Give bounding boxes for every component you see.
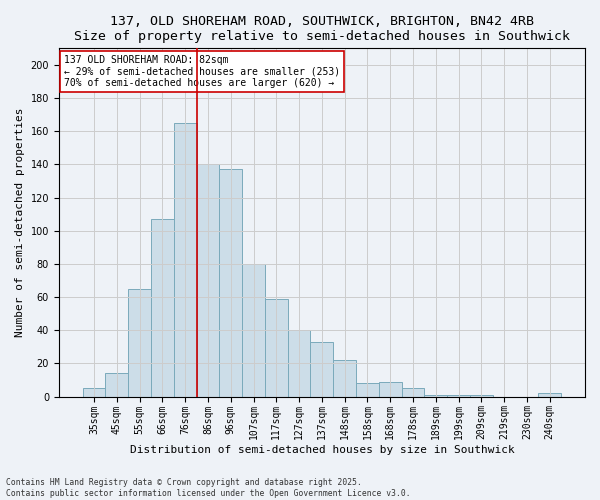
Bar: [288, 330, 310, 396]
Text: 137 OLD SHOREHAM ROAD: 82sqm
← 29% of semi-detached houses are smaller (253)
70%: 137 OLD SHOREHAM ROAD: 82sqm ← 29% of se…: [64, 56, 340, 88]
Bar: [470, 395, 493, 396]
Bar: [197, 164, 220, 396]
Bar: [242, 264, 265, 396]
Bar: [128, 289, 151, 397]
Bar: [220, 170, 242, 396]
Bar: [83, 388, 106, 396]
Bar: [265, 298, 288, 396]
Bar: [310, 342, 333, 396]
Bar: [538, 393, 561, 396]
Bar: [151, 219, 174, 396]
Bar: [379, 382, 401, 396]
X-axis label: Distribution of semi-detached houses by size in Southwick: Distribution of semi-detached houses by …: [130, 445, 514, 455]
Bar: [174, 123, 197, 396]
Text: Contains HM Land Registry data © Crown copyright and database right 2025.
Contai: Contains HM Land Registry data © Crown c…: [6, 478, 410, 498]
Bar: [447, 395, 470, 396]
Y-axis label: Number of semi-detached properties: Number of semi-detached properties: [15, 108, 25, 337]
Bar: [401, 388, 424, 396]
Title: 137, OLD SHOREHAM ROAD, SOUTHWICK, BRIGHTON, BN42 4RB
Size of property relative : 137, OLD SHOREHAM ROAD, SOUTHWICK, BRIGH…: [74, 15, 570, 43]
Bar: [424, 395, 447, 396]
Bar: [333, 360, 356, 397]
Bar: [106, 374, 128, 396]
Bar: [356, 384, 379, 396]
